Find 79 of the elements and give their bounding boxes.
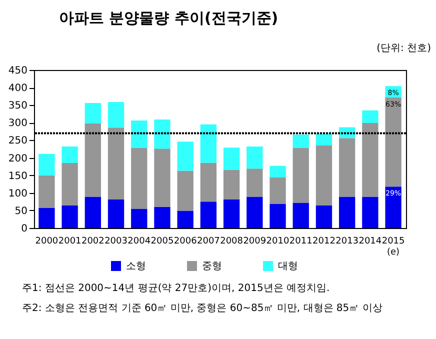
- x-tick-label: 2010: [266, 236, 290, 246]
- bar: [362, 110, 378, 124]
- bar: [338, 138, 356, 197]
- bar: [131, 148, 148, 209]
- y-tick-label: 150: [8, 170, 28, 182]
- x-tick-label: 2003: [104, 236, 128, 246]
- y-tick-label: 50: [14, 206, 28, 217]
- legend-label: 대형: [278, 261, 298, 272]
- x-tick-label: 2013: [336, 236, 359, 246]
- x-tick-label: 2004: [128, 236, 151, 246]
- text: 주2: 소형은 전용면적 기준 60㎡ 미만, 중형은 60~85㎡ 미만, 대형은 85㎡ 이상: [22, 303, 382, 314]
- bar: [385, 186, 402, 228]
- bar: [177, 142, 194, 171]
- bar: [316, 134, 332, 146]
- bar: [223, 200, 240, 228]
- bar: [246, 146, 263, 169]
- x-tick-label: 2000: [35, 236, 58, 246]
- bar: [270, 204, 286, 228]
- x-tick-label: 2006: [174, 236, 198, 246]
- bar: [270, 177, 286, 204]
- bar: [108, 128, 124, 200]
- bar: [154, 206, 170, 228]
- x-tick-label: 2015 (e): [382, 236, 405, 258]
- bar: [62, 206, 78, 228]
- bar: [292, 202, 309, 228]
- bar: [154, 120, 170, 149]
- y-tick-label: 450: [8, 66, 28, 76]
- bar: [62, 163, 78, 206]
- bar: [177, 170, 194, 211]
- bar: [223, 170, 240, 200]
- y-tick-label: 300: [8, 118, 28, 130]
- bar: [131, 120, 148, 148]
- bar: [316, 145, 332, 206]
- x-tick-label: 2008: [220, 236, 244, 246]
- bar: [108, 200, 124, 228]
- y-tick-label: 350: [8, 100, 28, 112]
- bar: [362, 123, 378, 197]
- x-tick-label: 2014: [358, 236, 382, 246]
- text: 주1: 점선은 2000~14년 평균(약 27만호)이며, 2015년은 예정치임.: [22, 283, 330, 294]
- bar: [38, 175, 55, 208]
- x-tick-label: 2001: [58, 236, 82, 246]
- x-tick-label: 2005: [150, 236, 174, 246]
- bar: [385, 97, 402, 187]
- y-tick-label: 400: [8, 83, 28, 94]
- bar: [38, 208, 55, 228]
- y-tick-label: 100: [8, 188, 28, 200]
- bar: [362, 196, 378, 228]
- x-tick-label: 2009: [243, 236, 266, 246]
- y-tick-label: 250: [8, 136, 28, 147]
- x-tick-label: 2011: [289, 236, 312, 246]
- y-tick-label: 0: [21, 224, 28, 234]
- chart-subtitle: (단위: 천호): [376, 43, 432, 54]
- bar: [338, 196, 356, 228]
- bar: [200, 124, 217, 163]
- bar: [108, 102, 124, 128]
- bar: [84, 123, 102, 197]
- bar: [200, 202, 217, 228]
- y-tick-label: 200: [8, 153, 28, 164]
- bar: [62, 146, 78, 164]
- chart-title: 아파트 분양물량 추이(전국기준): [59, 9, 278, 27]
- bar: [292, 134, 309, 148]
- x-tick-label: 2012: [312, 236, 336, 246]
- x-tick-label: 2007: [196, 236, 220, 246]
- bar: [200, 162, 217, 202]
- bar: [38, 154, 55, 176]
- bar: [316, 206, 332, 228]
- legend-label: 소형: [126, 261, 146, 272]
- bar: [131, 208, 148, 228]
- bar: [270, 166, 286, 178]
- bar: [292, 148, 309, 203]
- bar: [154, 148, 170, 207]
- legend-label: 중형: [202, 261, 222, 272]
- bar: [177, 210, 194, 228]
- bar: [84, 196, 102, 228]
- bar: [223, 148, 240, 170]
- bar: [246, 196, 263, 228]
- bar: [84, 103, 102, 124]
- bar: [246, 168, 263, 197]
- x-tick-label: 2002: [81, 236, 104, 246]
